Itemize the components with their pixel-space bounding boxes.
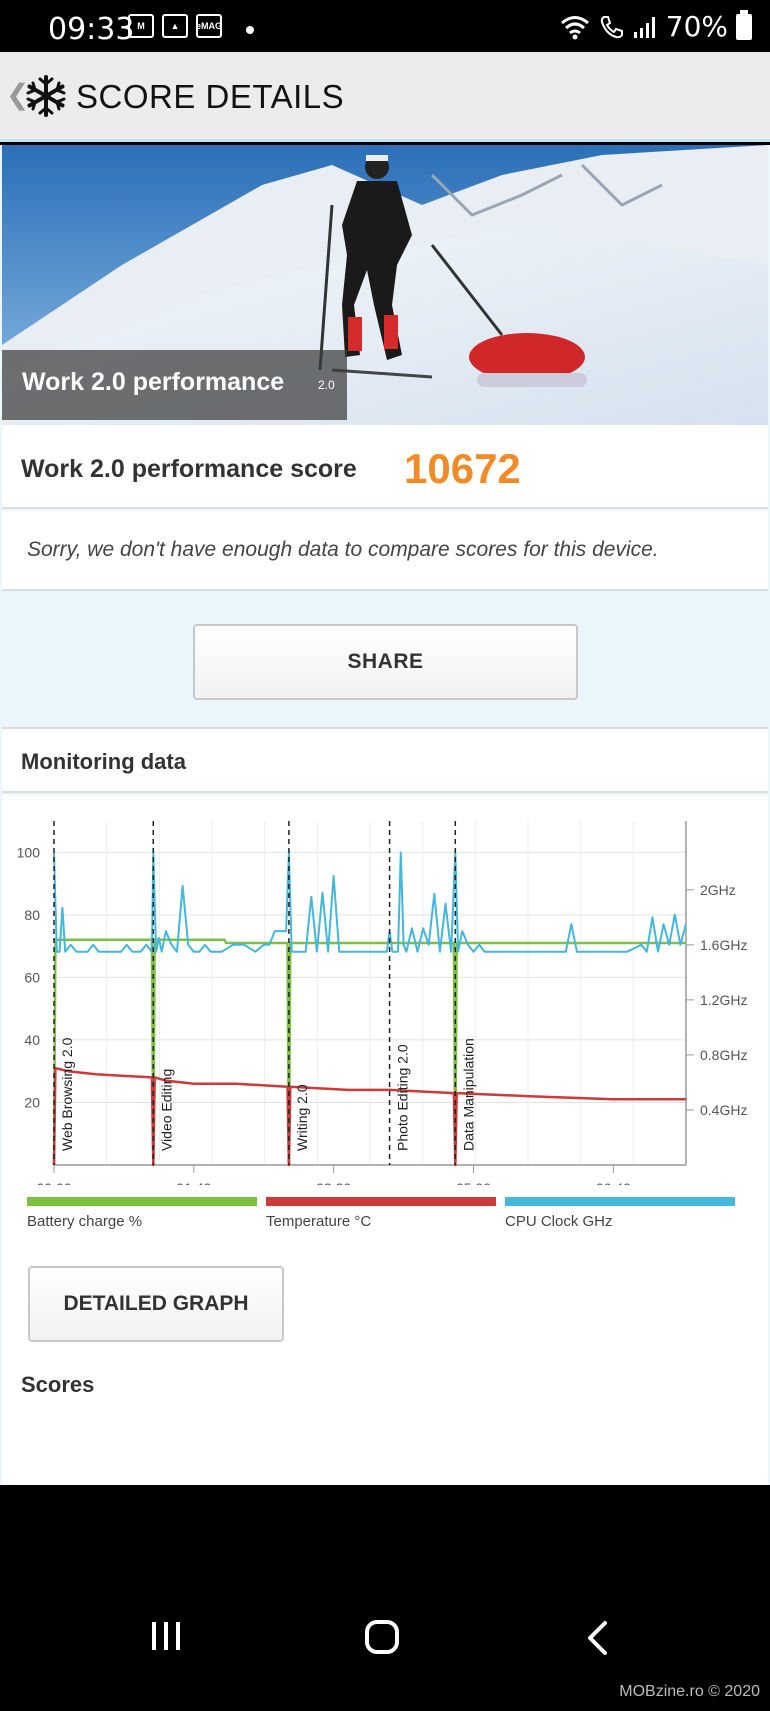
status-bar: 09:33 M ▲ eMAG 70% [0, 0, 770, 52]
page-title: SCORE DETAILS [76, 78, 345, 115]
compare-message: Sorry, we don't have enough data to comp… [27, 538, 659, 561]
snowflake-logo-icon[interactable] [24, 74, 68, 118]
watermark-credit: MOBzine.ro © 2020 [619, 1683, 760, 1700]
y-right-tick-label: 0.8GHz [700, 1047, 747, 1063]
notification-icons: M ▲ eMAG [128, 14, 222, 38]
detailed-graph-button[interactable]: DETAILED GRAPH [28, 1266, 284, 1342]
y-right-tick-label: 1.6GHz [700, 937, 747, 953]
x-tick-label: 03:20 [316, 1180, 351, 1185]
phase-marker-label: Video Editing [158, 1069, 174, 1151]
hero-label-backdrop [2, 350, 347, 420]
y-left-tick-label: 80 [24, 907, 40, 923]
x-tick-label: 05:00 [456, 1180, 491, 1185]
cpu-series-line [53, 851, 687, 953]
monitoring-chart: 20 40 60 80 100 00:00 01:40 03:20 05:00 06:40 0.4G… [17, 821, 747, 1185]
legend-temperature: Temperature °C [266, 1197, 496, 1230]
phase-marker-label: Photo Editing 2.0 [395, 1044, 411, 1151]
legend-temperature-swatch [266, 1197, 496, 1206]
phase-marker-label: Data Manipulation [460, 1038, 476, 1151]
y-right-tick-label: 2GHz [700, 882, 736, 898]
phase-marker-label: Writing 2.0 [294, 1084, 310, 1151]
score-label: Work 2.0 performance score [21, 455, 357, 483]
compare-card: Sorry, we don't have enough data to comp… [2, 511, 768, 591]
legend-battery-swatch [27, 1197, 257, 1206]
x-tick-label: 06:40 [596, 1180, 631, 1185]
navigation-bar: MOBzine.ro © 2020 [0, 1485, 770, 1711]
emag-icon: eMAG [196, 14, 222, 38]
score-card: Work 2.0 performance score 10672 [2, 425, 768, 509]
share-button[interactable]: SHARE [193, 624, 578, 700]
x-tick-label: 00:00 [36, 1180, 71, 1185]
hero-title: Work 2.0 performance [22, 368, 285, 396]
battery-icon [736, 9, 752, 40]
gallery-icon: ▲ [162, 14, 188, 38]
app-bar: ❮ SCORE DETAILS [0, 52, 770, 142]
content-area: Work 2.0 performance 2.0 Work 2.0 perfor… [0, 145, 770, 1485]
wifi-icon [560, 15, 589, 39]
y-left-tick-label: 60 [24, 969, 40, 985]
call-icon [600, 15, 623, 38]
legend-cpu-swatch [505, 1197, 735, 1206]
scores-heading: Scores [21, 1372, 95, 1397]
legend-temperature-label: Temperature °C [266, 1213, 372, 1230]
status-right: 70% [560, 9, 752, 43]
phase-marker-label: Web Browsing 2.0 [59, 1037, 75, 1151]
battery-percent: 70% [665, 10, 728, 43]
y-right-tick-label: 1.2GHz [700, 992, 747, 1008]
legend-battery: Battery charge % [27, 1197, 257, 1230]
y-left-tick-label: 20 [24, 1094, 40, 1110]
hero-banner: Work 2.0 performance 2.0 [2, 145, 768, 425]
home-icon[interactable] [365, 1620, 399, 1654]
y-left-tick-label: 40 [24, 1032, 40, 1048]
more-notifications-icon [246, 26, 254, 34]
temperature-series-line [52, 1066, 686, 1167]
y-left-tick-label: 100 [17, 844, 41, 860]
back-chevron-icon[interactable]: ❮ [6, 79, 30, 110]
score-value: 10672 [404, 445, 521, 492]
monitoring-body: 20 40 60 80 100 00:00 01:40 03:20 05:00 06:40 0.4G… [2, 795, 768, 1485]
x-tick-label: 01:40 [176, 1180, 211, 1185]
legend-battery-label: Battery charge % [27, 1213, 143, 1230]
legend-cpu-label: CPU Clock GHz [505, 1213, 613, 1230]
signal-icon [633, 16, 655, 38]
back-icon[interactable] [585, 1620, 609, 1656]
monitoring-heading: Monitoring data [21, 749, 186, 774]
y-right-tick-label: 0.4GHz [700, 1102, 747, 1118]
monitoring-header: Monitoring data [2, 727, 768, 793]
legend-cpu: CPU Clock GHz [505, 1197, 735, 1230]
status-time: 09:33 [48, 12, 135, 47]
hero-version: 2.0 [318, 378, 335, 392]
recents-icon[interactable] [152, 1622, 182, 1650]
gmail-icon: M [128, 14, 154, 38]
